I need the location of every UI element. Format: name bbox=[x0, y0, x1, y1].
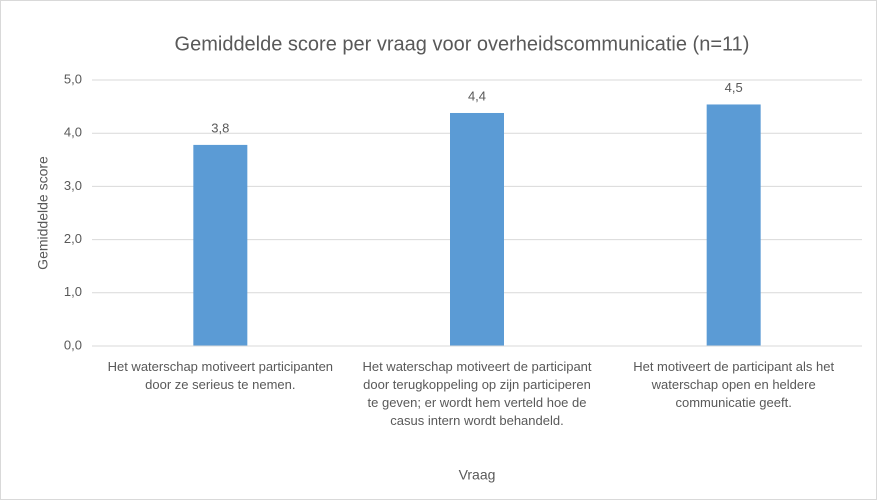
y-tick-label: 5,0 bbox=[64, 71, 82, 86]
y-axis-title: Gemiddelde score bbox=[35, 156, 51, 270]
x-axis-title: Vraag bbox=[459, 467, 496, 483]
x-tick-label: Het waterschap motiveert de participant … bbox=[362, 359, 592, 428]
y-tick-label: 1,0 bbox=[64, 284, 82, 299]
data-label: 3,8 bbox=[211, 120, 229, 135]
y-tick-label: 3,0 bbox=[64, 178, 82, 193]
x-tick-label: Het motiveert de participant als het wat… bbox=[633, 359, 835, 410]
chart-title: Gemiddelde score per vraag voor overheid… bbox=[175, 33, 750, 55]
bar bbox=[193, 144, 248, 346]
data-label: 4,5 bbox=[725, 80, 743, 95]
y-tick-label: 0,0 bbox=[64, 337, 82, 352]
data-label: 4,4 bbox=[468, 88, 486, 103]
x-tick-label: Het waterschap motiveert participanten d… bbox=[107, 359, 334, 392]
bar bbox=[706, 104, 761, 346]
y-tick-label: 4,0 bbox=[64, 125, 82, 140]
bar bbox=[450, 112, 504, 346]
y-tick-label: 2,0 bbox=[64, 231, 82, 246]
